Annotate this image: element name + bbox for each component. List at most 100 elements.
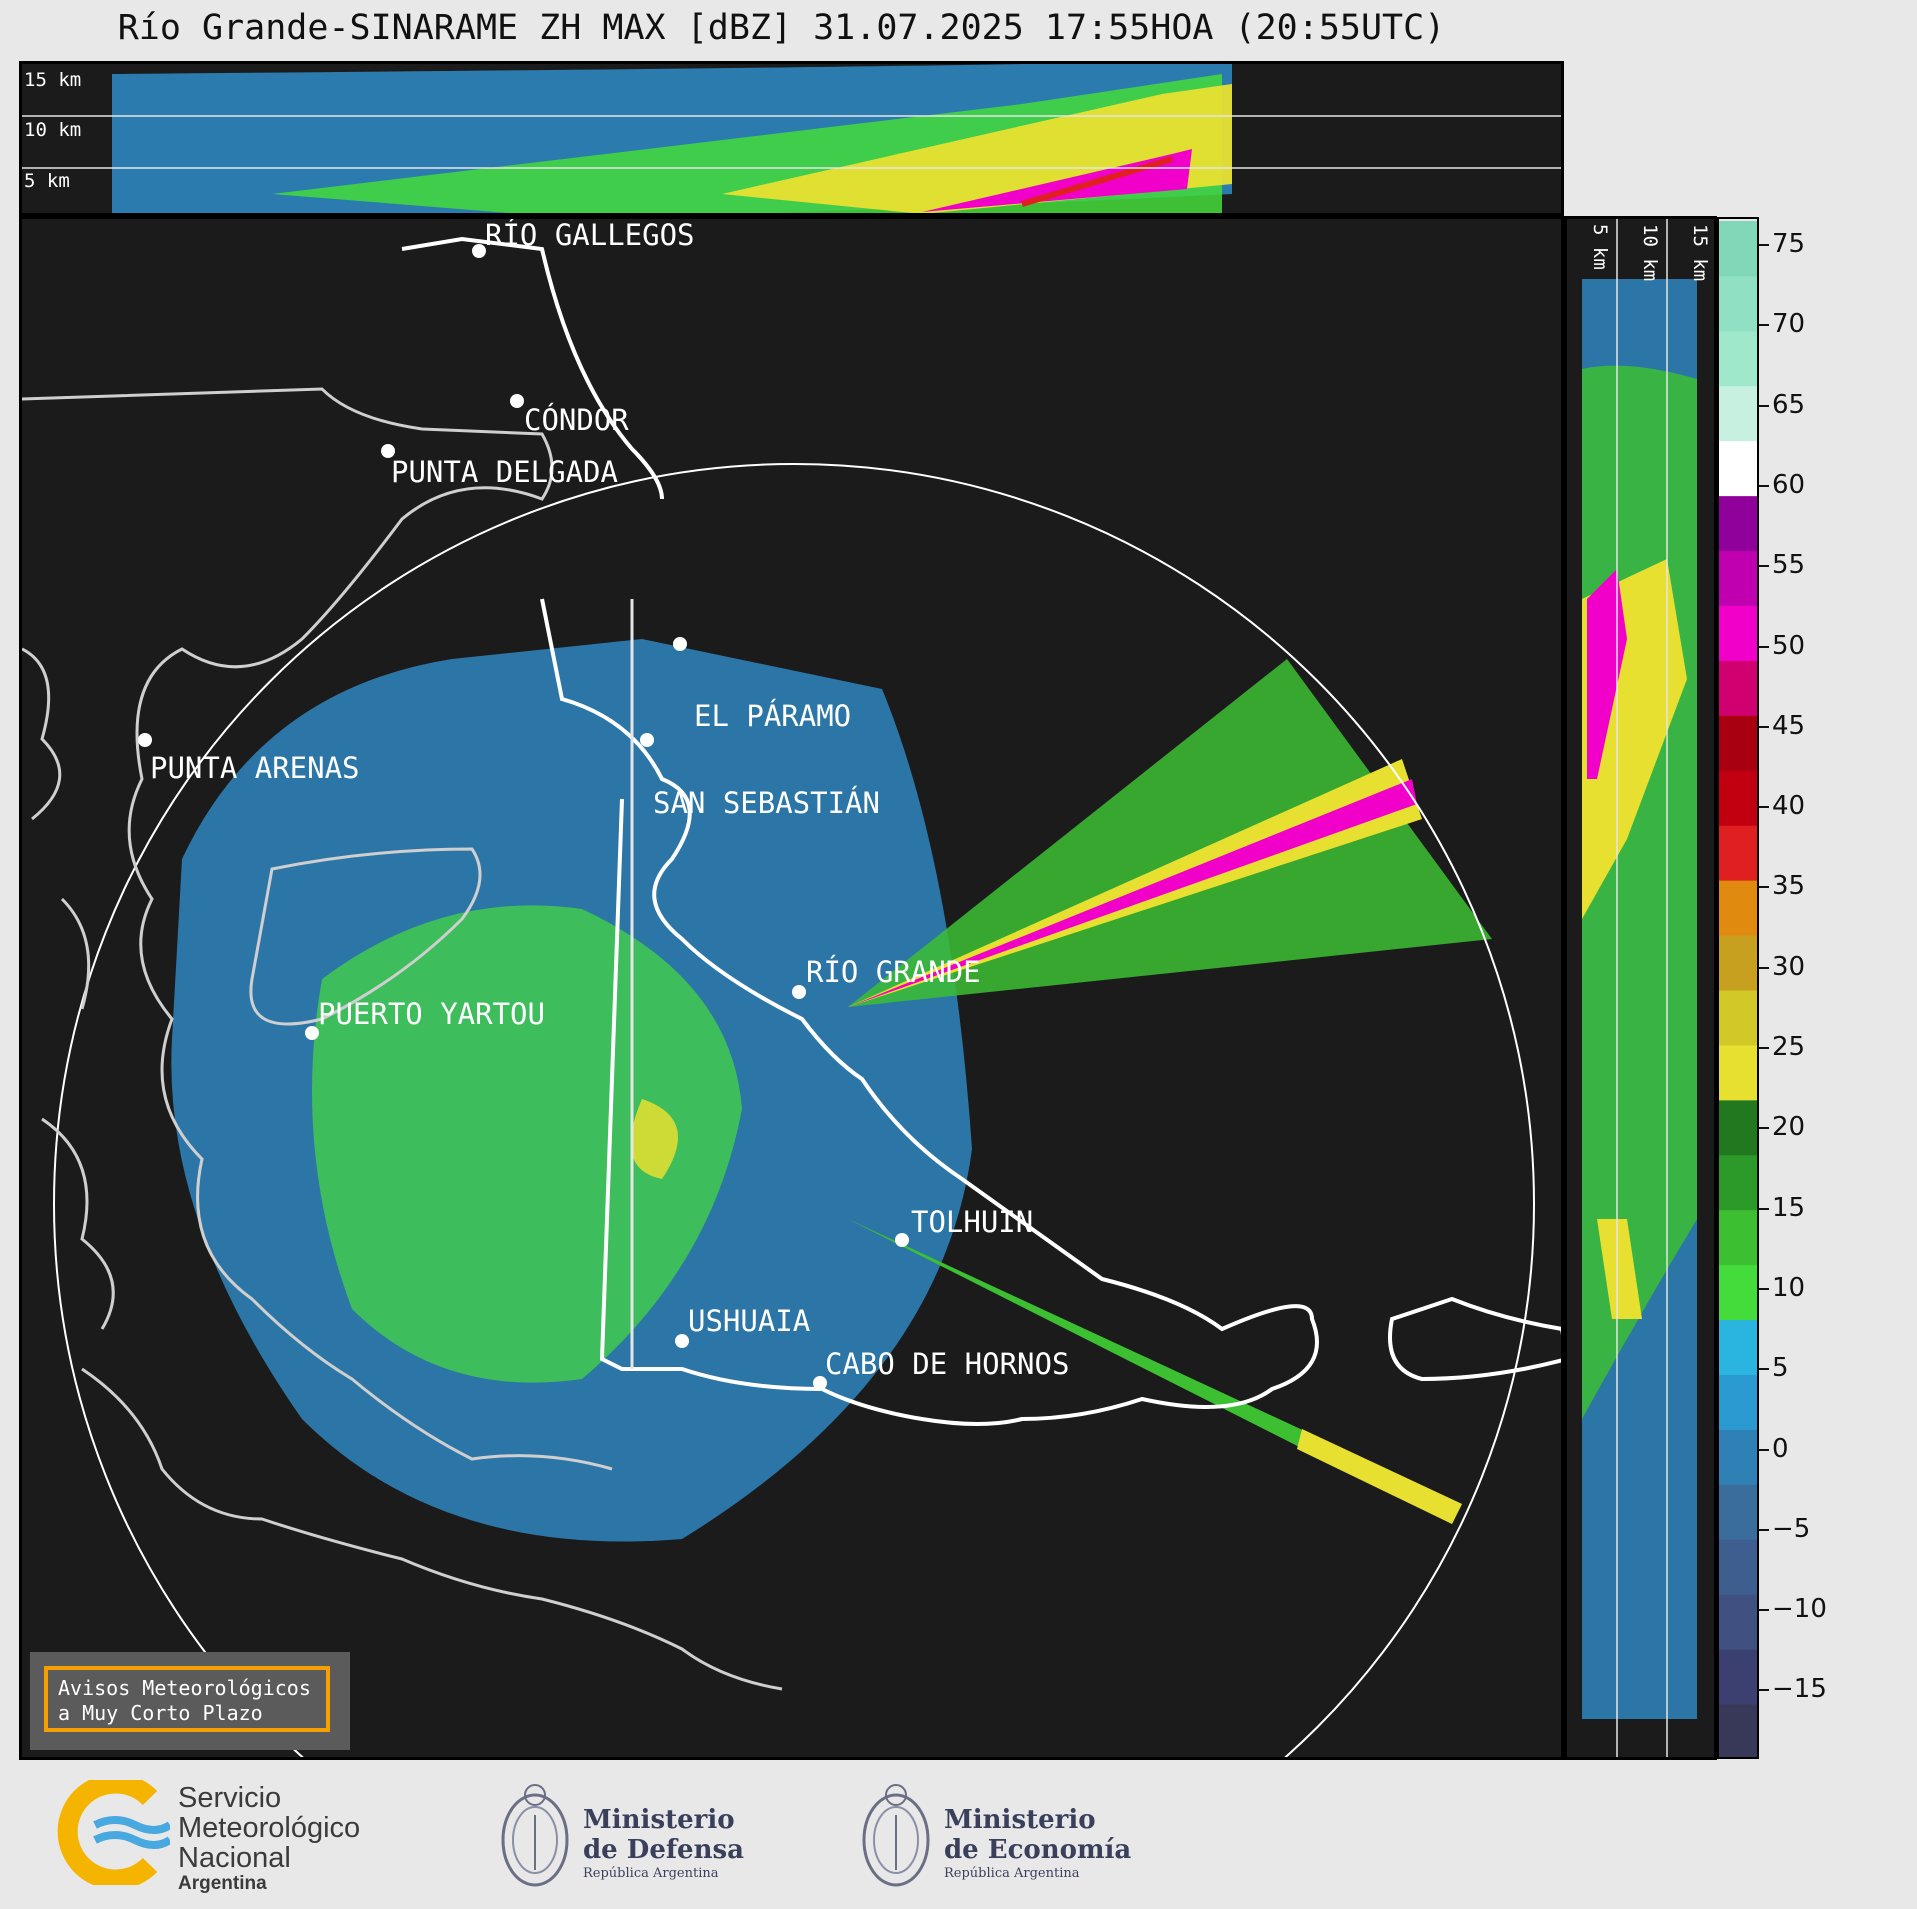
colorbar-tick: [1759, 324, 1769, 327]
colorbar-swatch: [1719, 550, 1757, 606]
coastline-otway: [249, 847, 482, 1026]
defensa-seal-icon: [501, 1784, 569, 1887]
colorbar-tick-label: −15: [1772, 1674, 1827, 1705]
top-label-10km: 10 km: [24, 119, 81, 141]
city-label-el-paramo: EL PÁRAMO: [694, 699, 851, 733]
defensa-line3: República Argentina: [583, 1866, 719, 1881]
colorbar-swatch: [1719, 1594, 1757, 1650]
colorbar-swatch: [1719, 385, 1757, 442]
colorbar-swatch: [1719, 605, 1757, 661]
economia-line1: Ministerio: [944, 1805, 1096, 1835]
colorbar-tick: [1759, 1609, 1769, 1612]
colorbar-tick-label: 60: [1772, 469, 1806, 500]
colorbar-tick: [1759, 1368, 1769, 1371]
defensa-text: Ministerio de Defensa República Argentin…: [583, 1805, 744, 1883]
city-label-punta-arenas: PUNTA ARENAS: [150, 751, 360, 785]
colorbar-tick-label: 30: [1772, 951, 1806, 982]
colorbar-tick: [1759, 1047, 1769, 1049]
colorbar-tick: [1759, 1207, 1769, 1210]
city-label-punta-delgada: PUNTA DELGADA: [391, 455, 618, 489]
colorbar-swatch: [1719, 1704, 1757, 1757]
top-label-5km: 5 km: [24, 170, 70, 192]
city-dot-condor: [510, 394, 524, 408]
colorbar-swatch: [1719, 440, 1757, 497]
radar-map: RÍO GALLEGOS CÓNDOR PUNTA DELGADA EL PÁR…: [22, 219, 1561, 1757]
colorbar-tick-label: 40: [1772, 791, 1806, 822]
colorbar-swatch: [1719, 935, 1757, 991]
colorbar-tick: [1759, 1127, 1769, 1130]
top-cross-section-panel: 15 km 10 km 5 km: [19, 61, 1564, 216]
economia-seal-icon: [862, 1784, 930, 1887]
colorbar-swatch: [1719, 715, 1757, 771]
echo-ne-yellow: [848, 759, 1422, 1007]
colorbar-swatch: [1719, 275, 1757, 332]
colorbar-tick: [1759, 645, 1769, 648]
city-dot-cabo-de-hornos: [813, 1376, 827, 1390]
city-dot-san-sebastian: [640, 733, 654, 747]
colorbar-swatch: [1719, 495, 1757, 552]
colorbar-tick-label: 70: [1772, 309, 1806, 340]
echo-green-area: [312, 905, 742, 1383]
top-echo-core: [922, 149, 1192, 212]
warning-line1: Avisos Meteorológicos: [58, 1676, 311, 1700]
echo-ne-fan: [848, 659, 1492, 1007]
colorbar-tick-label: 20: [1772, 1112, 1806, 1143]
city-label-rio-gallegos: RÍO GALLEGOS: [485, 219, 695, 252]
smn-logo-text: Servicio Meteorológico Nacional Argentin…: [178, 1783, 360, 1895]
city-dot-ushuaia: [675, 1334, 689, 1348]
colorbar-swatch: [1719, 221, 1757, 277]
colorbar-tick: [1759, 1287, 1769, 1290]
colorbar-swatch: [1719, 990, 1757, 1046]
city-label-condor: CÓNDOR: [524, 403, 629, 437]
coastline-santa-cruz: [401, 236, 664, 500]
economia-text: Ministerio de Economía República Argenti…: [944, 1805, 1131, 1883]
coastline-archipelago: [22, 647, 783, 1691]
warning-box-inner: Avisos Meteorológicos a Muy Corto Plazo: [44, 1666, 330, 1732]
warning-box[interactable]: Avisos Meteorológicos a Muy Corto Plazo: [30, 1652, 350, 1750]
top-label-15km: 15 km: [24, 69, 81, 91]
colorbar: [1717, 217, 1759, 1759]
colorbar-swatch: [1719, 330, 1757, 387]
colorbar-swatch: [1719, 660, 1757, 716]
city-dot-rio-gallegos: [472, 244, 486, 258]
city-label-puerto-yartou: PUERTO YARTOU: [318, 997, 545, 1031]
side-cross-section-plot: 5 km 10 km 15 km: [1582, 219, 1711, 1757]
city-dot-punta-arenas: [138, 733, 152, 747]
city-label-cabo-de-hornos: CABO DE HORNOS: [825, 1347, 1069, 1381]
colorbar-swatch: [1719, 1539, 1757, 1595]
colorbar-tick: [1759, 565, 1769, 568]
economia-line2: de Economía: [944, 1835, 1132, 1865]
colorbar-tick-label: 0: [1772, 1433, 1789, 1464]
colorbar-tick: [1759, 1528, 1769, 1531]
side-label-15km: 15 km: [1689, 224, 1711, 281]
colorbar-tick-label: 25: [1772, 1032, 1806, 1062]
colorbar-swatch: [1719, 1209, 1757, 1266]
colorbar-swatch: [1719, 1484, 1757, 1540]
city-dot-punta-delgada: [381, 444, 395, 458]
top-echo-red: [1021, 156, 1173, 207]
echo-ne-core: [848, 779, 1417, 1007]
city-dot-tolhuin: [895, 1233, 909, 1247]
city-dot-el-paramo: [673, 637, 687, 651]
colorbar-swatch: [1719, 1649, 1757, 1705]
side-cross-section-panel: 5 km 10 km 15 km: [1564, 216, 1717, 1760]
colorbar-tick: [1759, 1689, 1769, 1692]
colorbar-tick: [1759, 1448, 1769, 1451]
range-ring: [53, 463, 1535, 1757]
city-label-san-sebastian: SAN SEBASTIÁN: [653, 786, 880, 820]
defensa-line2: de Defensa: [583, 1835, 744, 1865]
top-cross-section-plot: 15 km 10 km 5 km: [22, 64, 1561, 213]
side-label-5km: 5 km: [1589, 224, 1611, 270]
economia-line3: República Argentina: [944, 1866, 1080, 1881]
colorbar-swatch: [1719, 1044, 1757, 1101]
colorbar-tick-label: 65: [1772, 389, 1806, 420]
colorbar-tick-label: 5: [1772, 1353, 1789, 1384]
defensa-line1: Ministerio: [583, 1805, 735, 1835]
colorbar-swatch: [1719, 1264, 1757, 1321]
colorbar-tick-label: 15: [1772, 1192, 1806, 1223]
colorbar-tick-label: −5: [1772, 1513, 1811, 1544]
colorbar-tick: [1759, 886, 1769, 889]
smn-line4: Argentina: [178, 1873, 267, 1894]
colorbar-tick: [1759, 244, 1769, 246]
colorbar-swatch: [1719, 1099, 1757, 1156]
